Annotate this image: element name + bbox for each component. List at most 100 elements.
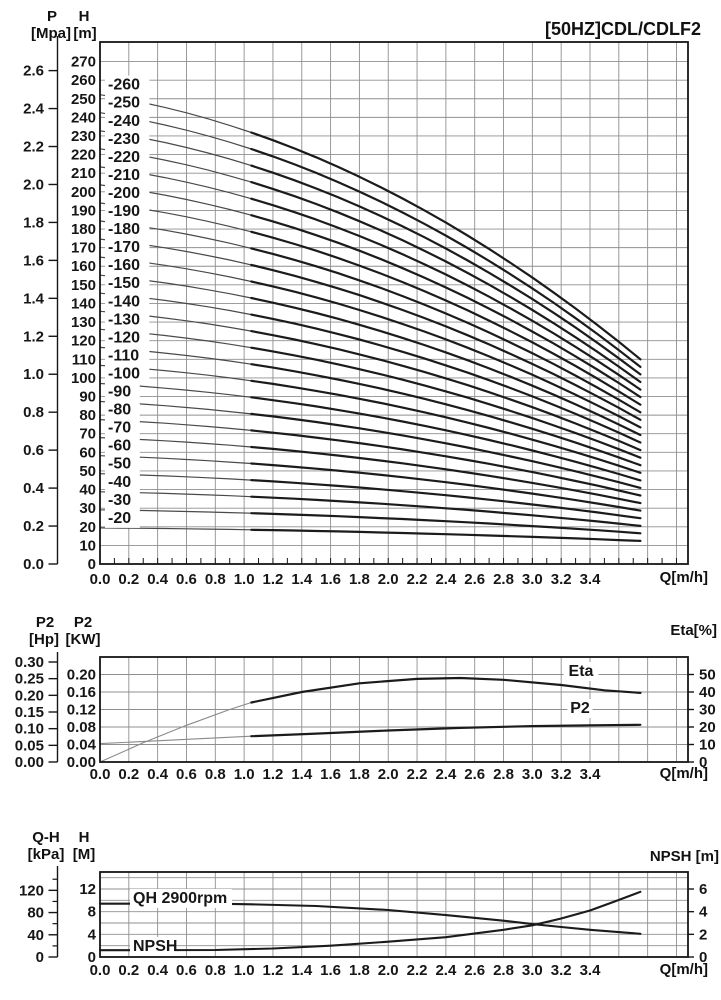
curve--100 [250,396,642,482]
tick-label: 10 [699,737,716,754]
curve--180 [250,263,642,421]
curve-label--140-bg [105,292,150,312]
curve--40 [250,495,642,528]
tick-label: 0.0 [90,571,111,588]
curve-label--20: -20 [108,510,131,527]
curve-label--60: -60 [108,438,131,455]
tick-label: 160 [71,258,96,275]
left-axis: 0.000.050.100.150.200.250.30 [15,652,59,771]
curve-label--240-bg [105,111,150,131]
curve-label--150-bg [105,274,150,294]
curve-Eta [250,676,642,704]
curve-label--210: -210 [108,167,140,184]
curve-label--210-bg [105,165,150,185]
curve-label--80-bg [105,400,140,420]
curve-label--230: -230 [108,131,140,148]
curve-label--220: -220 [108,149,140,166]
tick-label: 3.0 [522,571,543,588]
tick-label: 80 [27,905,44,922]
tick-label: 0.4 [147,766,169,783]
left-axis: 0.0 0.2 0.4 0.6 0.8 1.0 1.2 1.4 1.6 1.8 2.0 2.2 2.4 2… [23,36,59,573]
tick-label: 2.4 [23,101,45,118]
axis-unit-pressure: [Mpa] [31,25,71,42]
curve-P2 [250,723,642,738]
tick-label: 1.4 [23,290,45,307]
curve--140 [250,330,642,452]
curve-label--200: -200 [108,185,140,202]
tick-label: 0 [36,949,44,966]
curve-label--170-bg [105,238,150,258]
curve-label--100-bg [105,364,150,384]
tick-label: 0.10 [15,721,44,738]
qh-main-chart: -260-250-240-230-220-210-200-190-180-170… [23,36,689,588]
curve--30 [250,512,642,535]
tick-label: 1.6 [320,571,341,588]
tick-label: 40 [79,482,96,499]
curve-label--80: -80 [108,402,131,419]
tick-label: 0.0 [90,766,111,783]
curve-label--40: -40 [108,474,131,491]
tick-label: 2.8 [493,766,514,783]
curve-label--200-bg [105,183,150,203]
tick-label: 1.2 [263,571,284,588]
curve-label--20-bg [105,508,140,528]
axis-unit-p2kw: [KW] [65,631,101,648]
curve-label--240: -240 [108,113,140,130]
tick-label: 0.4 [23,480,45,497]
curve--160 [250,296,642,437]
tick-label: 3.4 [580,766,602,783]
tick-label: 0 [699,754,707,771]
tick-label: 20 [79,519,96,536]
curve-label--220-bg [105,147,150,167]
tick-label: 1.8 [349,571,370,588]
tick-label: 1.8 [349,766,370,783]
curve-P2-lowflow [99,735,252,745]
tick-label: 2.0 [378,571,399,588]
curve-label--50: -50 [108,456,131,473]
qh-curve-label-bg [130,889,232,908]
curve-labels: -260-250-240-230-220-210-200-190-180-170… [105,75,150,528]
curve--240 [250,164,642,376]
axis-title-eta: Eta[%] [670,622,717,639]
plot-border [99,871,689,958]
curve--170 [250,280,642,429]
curve-label--30-bg [105,490,140,510]
curve-label--260: -260 [108,77,140,94]
tick-label: 250 [71,91,96,108]
tick-label: 0.00 [67,754,96,771]
curve--20-lowflow [99,527,252,531]
tick-label: 2.8 [493,571,514,588]
curve-label--150: -150 [108,275,140,292]
tick-label: 2.2 [407,962,428,979]
curve-label--40-bg [105,472,140,492]
power-eta-chart: EtaP20.000.050.100.150.200.250.300.000.0… [15,652,716,783]
curve--260 [250,131,642,361]
tick-label: 2.2 [23,139,44,156]
pump-curves [99,94,642,543]
tick-label: 3.4 [580,962,602,979]
tick-label: 3.4 [580,571,602,588]
tick-label: 1.0 [234,962,255,979]
tick-label: 50 [79,463,96,480]
curve--220 [250,197,642,391]
tick-label: 1.2 [23,328,44,345]
tick-label: 0.15 [15,704,44,721]
curve--60 [250,462,642,512]
qh-curve-label: QH 2900rpm [133,890,227,907]
tick-label: 8 [88,904,96,921]
tick-label: 0 [88,556,96,573]
tick-label: 3.0 [522,962,543,979]
curve-label--70-bg [105,418,140,438]
tick-label: 200 [71,184,96,201]
curve--20 [250,528,642,543]
tick-label: 1.8 [23,214,44,231]
tick-label: 0.00 [15,754,44,771]
axis-unit-p2hp: [Hp] [29,631,59,648]
tick-label: 30 [79,500,96,517]
tick-label: 40 [27,927,44,944]
tick-label: 0.05 [15,737,44,754]
curve-label--60-bg [105,436,140,456]
p2-curve-label: P2 [570,700,590,717]
curve-label--190-bg [105,202,150,222]
